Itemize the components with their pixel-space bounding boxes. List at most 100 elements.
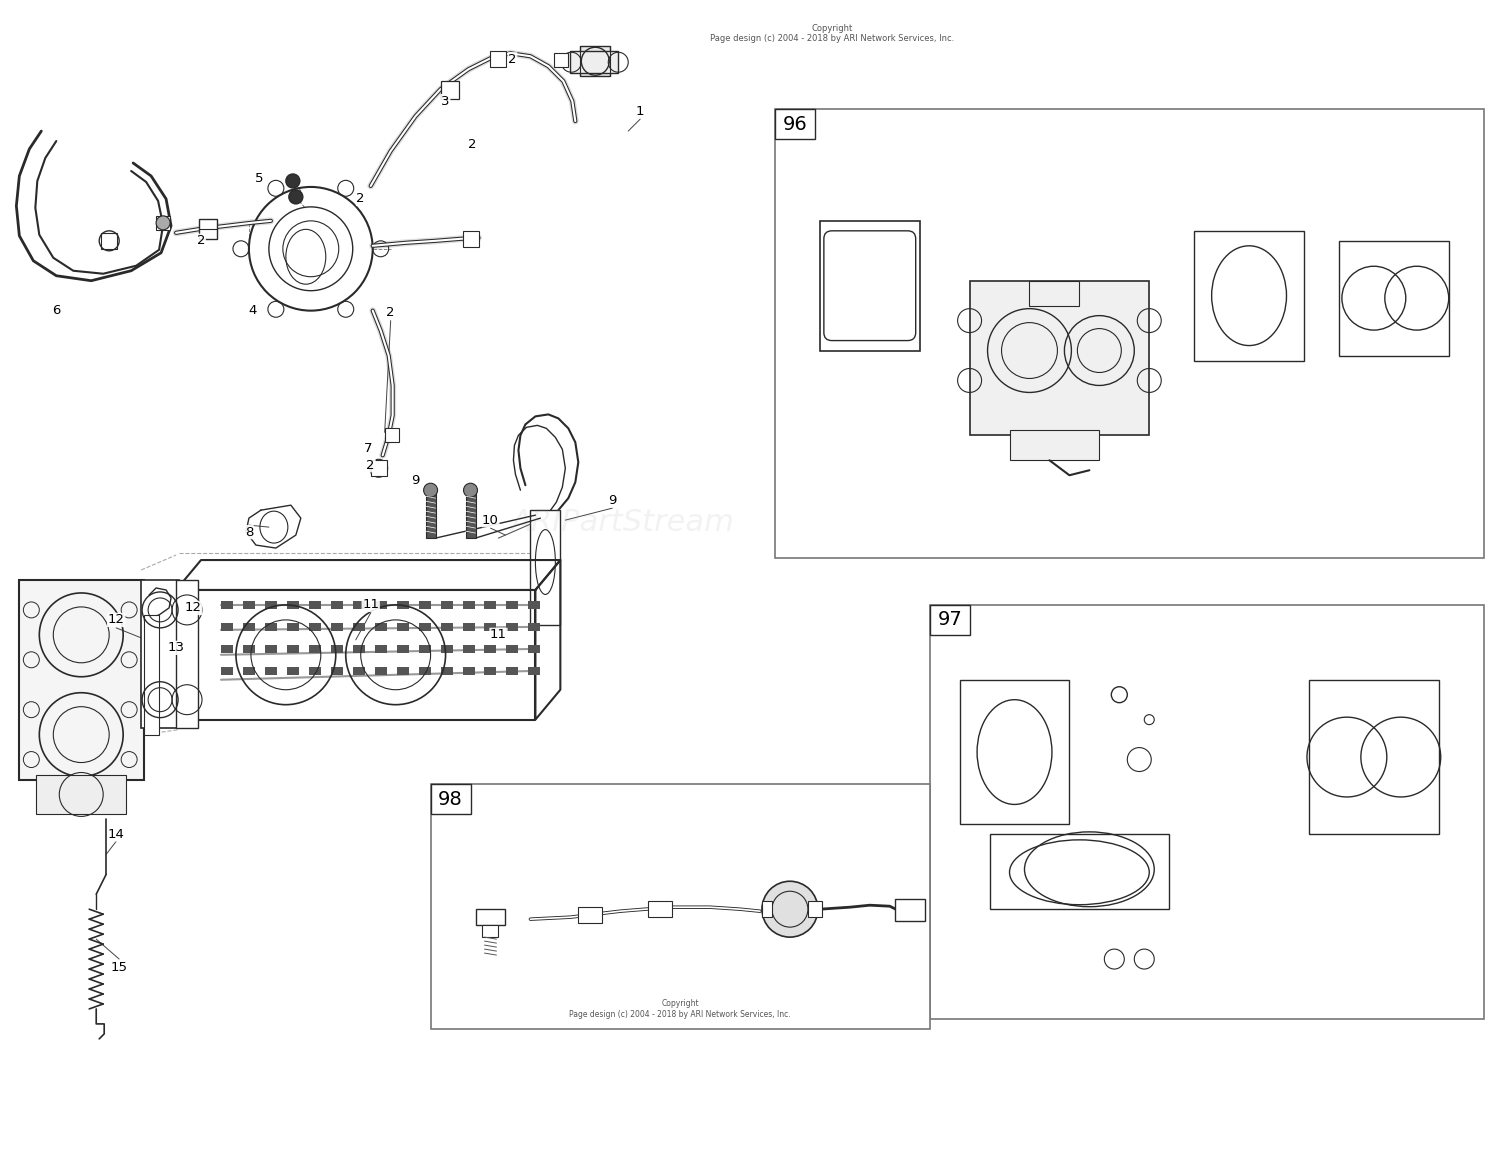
Text: 2: 2 [509, 53, 516, 65]
Bar [762, 901, 772, 917]
Text: 8: 8 [244, 525, 254, 539]
Bar [484, 601, 496, 609]
Bar [100, 233, 117, 249]
Text: 5: 5 [255, 172, 262, 185]
Bar [1310, 680, 1438, 834]
Bar [396, 623, 408, 631]
Text: 2: 2 [468, 138, 477, 151]
Bar [808, 901, 822, 917]
Bar [960, 680, 1070, 824]
Bar [309, 666, 321, 674]
Bar [441, 601, 453, 609]
Text: Copyright
Page design (c) 2004 - 2018 by ARI Network Services, Inc.: Copyright Page design (c) 2004 - 2018 by… [710, 24, 954, 44]
Bar [419, 666, 430, 674]
Bar [220, 645, 232, 653]
Circle shape [762, 881, 818, 938]
Bar [332, 601, 344, 609]
Text: 11: 11 [362, 599, 380, 611]
Text: 9: 9 [411, 473, 420, 487]
Bar [309, 601, 321, 609]
Bar [580, 46, 610, 76]
FancyBboxPatch shape [824, 231, 915, 340]
Bar [490, 52, 507, 68]
Bar [462, 231, 478, 247]
Bar [441, 623, 453, 631]
Circle shape [286, 173, 300, 188]
Text: 14: 14 [108, 828, 124, 841]
Bar [243, 666, 255, 674]
Bar [20, 580, 144, 779]
Circle shape [290, 190, 303, 203]
Bar [484, 645, 496, 653]
Bar [441, 82, 459, 99]
Circle shape [423, 484, 438, 498]
Text: 10: 10 [482, 514, 500, 526]
Bar [483, 925, 498, 938]
Bar [286, 623, 298, 631]
Bar [352, 666, 364, 674]
Text: 2: 2 [366, 458, 375, 472]
Bar [332, 623, 344, 631]
Bar [555, 53, 568, 68]
Bar [1194, 231, 1304, 361]
Bar [332, 645, 344, 653]
Bar [528, 623, 540, 631]
Text: 2: 2 [196, 234, 206, 247]
Text: 2: 2 [387, 306, 394, 319]
Text: 96: 96 [783, 115, 807, 133]
Text: 3: 3 [441, 94, 450, 108]
Bar [266, 623, 278, 631]
Bar [243, 601, 255, 609]
Bar [332, 666, 344, 674]
Text: 4: 4 [249, 304, 256, 317]
Text: 1: 1 [636, 105, 645, 117]
Bar [476, 909, 506, 925]
Bar [370, 461, 387, 476]
Bar [352, 645, 364, 653]
Text: 11: 11 [490, 629, 507, 641]
Bar [462, 623, 474, 631]
Bar [528, 666, 540, 674]
Bar [286, 666, 298, 674]
Bar [462, 601, 474, 609]
Text: 97: 97 [938, 610, 962, 630]
Text: 12: 12 [108, 614, 124, 626]
Bar [507, 601, 519, 609]
Bar [220, 601, 232, 609]
Bar [969, 280, 1149, 435]
Bar [507, 623, 519, 631]
Bar [396, 666, 408, 674]
Bar [309, 645, 321, 653]
Bar [462, 645, 474, 653]
Bar [266, 601, 278, 609]
Bar [441, 645, 453, 653]
Bar [419, 645, 430, 653]
Bar [484, 666, 496, 674]
Bar [507, 645, 519, 653]
Bar [243, 623, 255, 631]
Bar [375, 645, 387, 653]
Text: 98: 98 [438, 791, 464, 809]
Bar [648, 901, 672, 917]
Bar [441, 666, 453, 674]
Circle shape [464, 484, 477, 498]
Bar [375, 601, 387, 609]
Text: ARIPartStream: ARIPartStream [512, 508, 735, 538]
Bar [141, 580, 178, 727]
Bar [465, 491, 476, 538]
Bar [176, 580, 198, 727]
Bar [243, 645, 255, 653]
Bar [266, 666, 278, 674]
Bar [430, 785, 930, 1028]
Bar [419, 601, 430, 609]
Text: 2: 2 [357, 192, 364, 206]
Bar [375, 666, 387, 674]
Bar [220, 623, 232, 631]
Bar [309, 623, 321, 631]
Bar [36, 774, 126, 815]
Bar [286, 601, 298, 609]
Bar [930, 604, 1484, 1019]
Bar [821, 221, 920, 350]
Bar [1340, 241, 1449, 355]
Bar [528, 645, 540, 653]
